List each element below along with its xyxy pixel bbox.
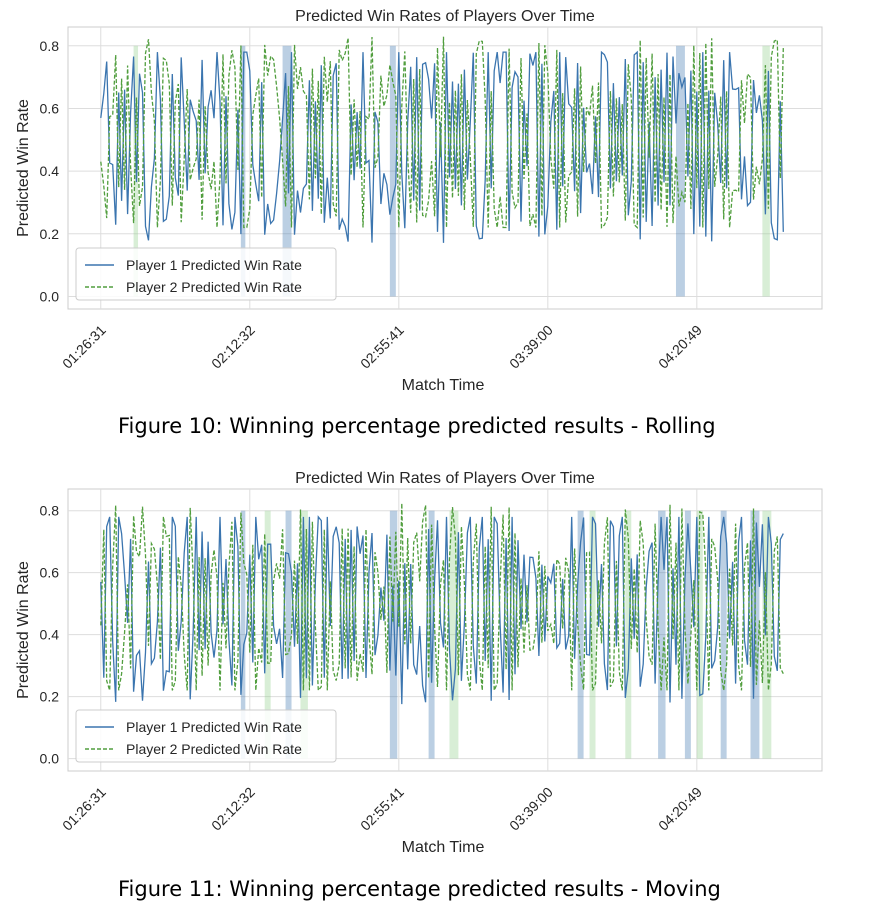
- figure-moving: Predicted Win Rates of Players Over Time…: [0, 462, 871, 913]
- highlight-span: [389, 45, 396, 297]
- legend: Player 1 Predicted Win Rate Player 2 Pred…: [75, 709, 337, 763]
- y-tick-label: 0.2: [40, 689, 60, 705]
- y-tick-label: 0.8: [40, 503, 60, 519]
- x-tick-label: 03:39:00: [506, 322, 556, 372]
- highlight-span: [696, 510, 703, 759]
- legend-label: Player 1 Predicted Win Rate: [126, 257, 302, 273]
- y-axis-label: Predicted Win Rate: [15, 99, 32, 237]
- legend-label: Player 1 Predicted Win Rate: [126, 719, 302, 735]
- chart-moving: Predicted Win Rates of Players Over Time…: [15, 470, 823, 856]
- highlight-span: [658, 510, 666, 759]
- highlight-span: [589, 510, 596, 759]
- highlight-span: [684, 510, 691, 759]
- highlight-span: [449, 510, 459, 759]
- figure-caption: Figure 10: Winning percentage predicted …: [118, 414, 716, 438]
- legend-box: [75, 709, 337, 763]
- legend-label: Player 2 Predicted Win Rate: [126, 741, 302, 757]
- x-tick-label: 03:39:00: [506, 784, 556, 834]
- series-player-2-line: [100, 503, 784, 693]
- series-player-1-line: [100, 50, 784, 243]
- legend-box: [75, 247, 337, 301]
- chart-rolling: Predicted Win Rates of Players Over Time…: [15, 8, 823, 394]
- x-tick-label: 04:20:49: [655, 322, 705, 372]
- y-tick-label: 0.4: [40, 627, 60, 643]
- legend-label: Player 2 Predicted Win Rate: [126, 279, 302, 295]
- highlight-span: [625, 510, 632, 759]
- legend: Player 1 Predicted Win Rate Player 2 Pred…: [75, 247, 337, 301]
- highlight-span: [240, 510, 246, 759]
- highlight-span: [675, 45, 685, 297]
- highlight-span: [577, 510, 584, 759]
- y-tick-label: 0.2: [40, 226, 60, 242]
- y-tick-label: 0.0: [40, 751, 60, 767]
- x-axis-label: Match Time: [402, 377, 485, 394]
- x-tick-label: 02:12:32: [208, 784, 258, 834]
- x-tick-label: 01:26:31: [59, 322, 109, 372]
- highlight-span: [300, 510, 308, 759]
- series-player-2-line: [100, 36, 784, 229]
- highlight-span: [285, 510, 292, 759]
- chart-title: Predicted Win Rates of Players Over Time: [295, 470, 595, 487]
- highlight-span: [720, 510, 727, 759]
- y-tick-label: 0.6: [40, 565, 60, 581]
- figure-rolling: Predicted Win Rates of Players Over Time…: [0, 0, 871, 455]
- x-axis-label: Match Time: [402, 839, 485, 856]
- y-tick-label: 0.8: [40, 38, 60, 54]
- y-tick-label: 0.0: [40, 288, 60, 304]
- x-tick-label: 02:55:41: [357, 322, 407, 372]
- y-axis-label: Predicted Win Rate: [15, 561, 32, 699]
- y-tick-label: 0.6: [40, 100, 60, 116]
- figure-caption: Figure 11: Winning percentage predicted …: [118, 877, 721, 901]
- highlight-span: [389, 510, 398, 759]
- chart-title: Predicted Win Rates of Players Over Time: [295, 8, 595, 25]
- x-tick-label: 01:26:31: [59, 784, 109, 834]
- x-tick-label: 02:55:41: [357, 784, 407, 834]
- highlight-span: [428, 510, 435, 759]
- series-player-1-line: [100, 515, 784, 705]
- highlight-span: [282, 45, 292, 297]
- x-tick-label: 02:12:32: [208, 322, 258, 372]
- x-tick-label: 04:20:49: [655, 784, 705, 834]
- y-tick-label: 0.4: [40, 163, 60, 179]
